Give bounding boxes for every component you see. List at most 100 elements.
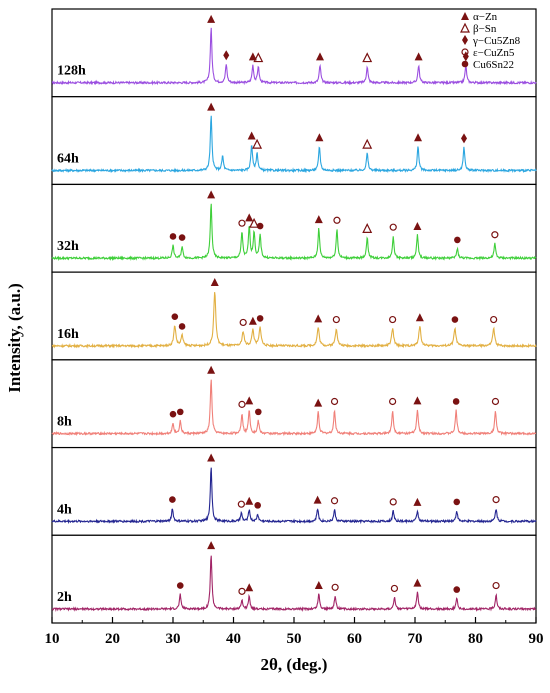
- peak-marker-eps: [238, 400, 246, 408]
- series-label: 8h: [57, 415, 72, 430]
- peak-marker-alpha: [314, 314, 323, 323]
- peak-markers: [169, 190, 499, 244]
- peak-marker-eps: [492, 581, 500, 590]
- peak-marker-beta: [249, 217, 260, 228]
- peak-marker-eps: [492, 495, 500, 504]
- series-label: 16h: [57, 327, 79, 342]
- peak-marker-alpha: [248, 52, 257, 61]
- legend-symbol-gamma: [462, 35, 468, 45]
- peak-markers: [176, 541, 500, 595]
- peak-marker-cusn: [178, 234, 186, 241]
- series-line-128h: [51, 27, 537, 86]
- peak-markers: [207, 14, 469, 63]
- panel-64h: 64h: [51, 96, 537, 186]
- series-label: 128h: [57, 64, 86, 79]
- peak-markers: [169, 453, 500, 509]
- x-tick-label: 50: [287, 631, 302, 647]
- legend-entry-eps: ε−CuZn5: [461, 47, 515, 59]
- peak-marker-alpha: [314, 215, 323, 224]
- peak-marker-beta: [362, 138, 373, 149]
- peak-marker-cusn: [256, 315, 264, 322]
- x-tick-label: 10: [45, 631, 60, 647]
- peak-marker-alpha: [413, 497, 422, 506]
- x-tick-label: 90: [529, 631, 544, 647]
- peak-marker-alpha: [414, 133, 423, 142]
- legend-label: α−Zn: [473, 11, 498, 23]
- peak-marker-eps: [238, 219, 246, 227]
- legend-symbol-eps: [461, 48, 469, 56]
- peak-markers: [171, 278, 498, 330]
- peak-marker-alpha: [247, 131, 256, 140]
- peak-marker-eps: [390, 584, 399, 593]
- peak-marker-cusn: [178, 323, 186, 330]
- peak-marker-beta: [362, 52, 373, 63]
- peak-marker-alpha: [315, 133, 324, 142]
- peak-marker-eps: [389, 223, 397, 231]
- peak-marker-cusn: [254, 502, 261, 509]
- panel-32h: 32h: [51, 183, 537, 273]
- peak-marker-alpha: [413, 222, 422, 231]
- peak-marker-alpha: [313, 495, 322, 504]
- legend-label: ε−CuZn5: [473, 47, 515, 59]
- panel-128h: 128h: [51, 8, 537, 98]
- series-line-4h: [51, 467, 537, 525]
- peak-marker-eps: [238, 587, 246, 595]
- peak-marker-eps: [491, 231, 499, 239]
- peak-marker-cusn: [171, 313, 179, 320]
- peak-marker-beta: [252, 138, 263, 149]
- peak-marker-eps: [389, 397, 397, 406]
- peak-marker-eps: [331, 583, 339, 591]
- legend-entry-beta: β−Sn: [460, 22, 497, 35]
- peak-marker-alpha: [245, 396, 254, 405]
- legend-entry-gamma: γ−Cu5Zn8: [462, 35, 521, 47]
- legend-label: Cu6Sn22: [473, 59, 514, 71]
- peak-marker-beta: [362, 223, 373, 233]
- series-label: 64h: [57, 151, 79, 166]
- peak-marker-eps: [332, 315, 340, 324]
- peak-marker-eps: [330, 397, 339, 406]
- peak-marker-cusn: [451, 316, 459, 323]
- peak-marker-alpha: [207, 102, 216, 111]
- y-axis-label: Intensity, (a.u.): [5, 283, 24, 393]
- x-axis: 10 20 30 40 50 60 70 80 90: [45, 617, 544, 647]
- legend-symbol-beta: [460, 22, 470, 33]
- panel-2h: 2h: [51, 534, 537, 624]
- series-line-8h: [51, 379, 537, 437]
- legend-entry-cusn: Cu6Sn22: [461, 59, 514, 71]
- peak-marker-alpha: [207, 541, 216, 550]
- peak-marker-gamma: [461, 133, 468, 144]
- peak-marker-alpha: [207, 453, 216, 462]
- panel-8h: 8h: [51, 359, 537, 449]
- peak-marker-cusn: [169, 496, 176, 503]
- peak-marker-alpha: [314, 580, 323, 589]
- peak-marker-eps: [491, 397, 500, 406]
- peak-marker-beta: [253, 52, 264, 63]
- peak-marker-gamma: [223, 50, 230, 61]
- peak-marker-cusn: [255, 408, 262, 416]
- peak-marker-cusn: [169, 410, 177, 418]
- legend-symbol-cusn: [461, 60, 469, 68]
- legend-label: β−Sn: [473, 23, 497, 35]
- panel-frame: [51, 8, 537, 98]
- peak-marker-cusn: [176, 408, 184, 416]
- x-tick-label: 80: [468, 631, 483, 647]
- peak-marker-alpha: [245, 583, 254, 592]
- x-tick-label: 60: [347, 631, 362, 647]
- peak-marker-alpha: [245, 496, 254, 505]
- series-label: 2h: [57, 590, 72, 605]
- x-tick-label: 30: [166, 631, 181, 647]
- peak-marker-eps: [237, 500, 245, 508]
- peak-marker-cusn: [454, 236, 461, 244]
- legend-label: γ−Cu5Zn8: [472, 35, 521, 47]
- x-tick-label: 40: [226, 631, 241, 647]
- peak-marker-eps: [239, 318, 247, 327]
- panels: 128h 64h 32h 16h 8h 4h 2h: [51, 8, 537, 624]
- peak-marker-alpha: [207, 190, 216, 199]
- peak-marker-alpha: [314, 398, 323, 407]
- series-label: 4h: [57, 502, 72, 517]
- peak-marker-cusn: [453, 498, 461, 506]
- peak-marker-alpha: [316, 52, 325, 61]
- panel-frame: [51, 271, 537, 361]
